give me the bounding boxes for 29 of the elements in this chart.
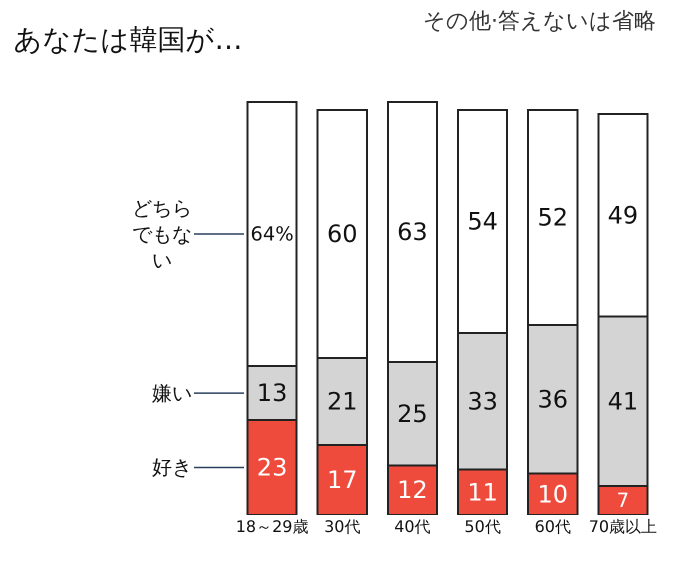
x-tick-label: 60代 xyxy=(534,517,571,536)
data-label: 25 xyxy=(397,400,428,428)
x-tick-label: 50代 xyxy=(464,517,501,536)
data-label: 7 xyxy=(616,489,630,512)
data-label: 17 xyxy=(326,466,358,494)
data-label: 54 xyxy=(467,208,498,236)
data-label: 41 xyxy=(608,387,638,416)
chart-title: あなたは韓国が… xyxy=(13,22,242,56)
data-label: 64% xyxy=(250,222,294,246)
text: どちらでもない xyxy=(132,196,192,272)
data-label: 13 xyxy=(256,379,288,408)
x-tick-label: 40代 xyxy=(394,517,431,536)
data-label: 60 xyxy=(326,220,358,248)
data-label: 21 xyxy=(326,387,358,416)
x-tick-label: 30代 xyxy=(324,517,360,536)
data-label: 23 xyxy=(256,453,288,482)
data-label: 36 xyxy=(537,385,568,414)
data-label: 52 xyxy=(537,203,568,232)
chart-subtitle: その他·答えないは省略 xyxy=(423,9,656,34)
x-tick-label: 70歳以上 xyxy=(588,517,658,536)
x-tick-label: 18～29歳 xyxy=(236,517,308,536)
text: 好き xyxy=(152,455,192,479)
data-label: 11 xyxy=(467,478,498,506)
data-label: 49 xyxy=(608,201,638,230)
data-label: 63 xyxy=(397,218,428,246)
text: 嫌い xyxy=(152,381,192,405)
data-label: 10 xyxy=(537,480,568,508)
data-label: 12 xyxy=(397,476,428,504)
data-label: 33 xyxy=(467,387,498,416)
